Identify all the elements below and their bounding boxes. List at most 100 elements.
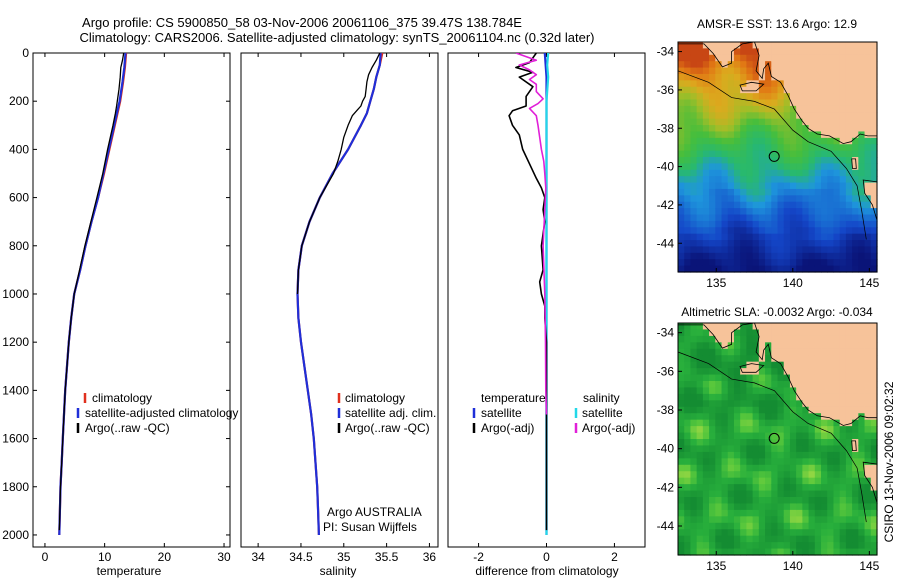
heatmap-cell [684,48,692,56]
heatmap-cell [752,542,760,550]
heatmap-cell [833,400,841,408]
heatmap-cell [789,548,797,556]
heatmap-cell [727,61,735,69]
heatmap-cell [789,329,797,337]
sla-landmass [677,322,878,523]
heatmap-cell [858,542,866,550]
heatmap-cell [845,137,853,145]
heatmap-cell [746,503,754,511]
heatmap-cell [777,348,785,356]
heatmap-cell [802,188,810,196]
heatmap-cell [740,112,748,120]
heatmap-cell [870,529,878,537]
heatmap-cell [771,188,779,196]
heatmap-cell [684,451,692,459]
heatmap-cell [821,93,828,101]
heatmap-cell [702,246,710,254]
heatmap-cell [827,233,835,241]
heatmap-cell [777,451,785,459]
pi-annotation: PI: Susan Wijffels [323,520,417,534]
heatmap-cell [696,265,704,273]
heatmap-cell [845,208,853,216]
heatmap-cell [777,220,785,228]
heatmap-cell [802,42,810,49]
heatmap-cell [870,522,878,530]
heatmap-cell [845,400,853,408]
heatmap-cell [684,67,692,75]
heatmap-cell [690,240,698,248]
heatmap-cell [684,484,692,492]
heatmap-cell [864,182,872,190]
heatmap-cell [752,381,760,389]
heatmap-cell [827,169,835,177]
heatmap-cell [702,61,710,69]
heatmap-cell [715,342,723,350]
heatmap-cell [783,214,791,222]
heatmap-cell [740,439,748,447]
heatmap-cell [845,265,853,273]
heatmap-cell [721,150,729,158]
argo-position-marker [768,432,780,444]
heatmap-cell [821,374,828,382]
heatmap-cell [783,413,791,421]
heatmap-cell [678,208,685,216]
heatmap-cell [783,54,791,62]
heatmap-cell [684,548,692,556]
heatmap-cell [864,137,872,145]
heatmap-cell [702,201,710,209]
heatmap-cell [746,522,754,530]
heatmap-cell [721,393,729,401]
heatmap-cell [852,522,859,530]
heatmap-cell [733,535,741,543]
heatmap-cell [808,387,816,395]
heatmap-cell [746,484,754,492]
heatmap-cell [733,240,741,248]
heatmap-cell [852,265,859,273]
heatmap-cell [733,118,741,126]
coastline [851,158,857,169]
heatmap-cell [727,118,735,126]
heatmap-cell [858,432,866,440]
heatmap-cell [721,451,729,459]
heatmap-cell [858,125,866,133]
heatmap-cell [690,144,698,152]
heatmap-cell [864,413,872,421]
heatmap-cell [833,355,841,363]
heatmap-cell [721,67,729,75]
heatmap-cell [678,361,685,369]
heatmap-cell [833,176,841,184]
heatmap-cell [783,201,791,209]
heatmap-cell [690,93,698,101]
heatmap-cell [808,176,816,184]
heatmap-cell [821,259,828,267]
heatmap-cell [715,48,723,56]
heatmap-cell [684,54,692,62]
heatmap-cell [858,48,866,56]
heatmap-cell [808,535,816,543]
heatmap-cell [740,464,748,472]
heatmap-cell [758,432,766,440]
heatmap-cell [740,393,748,401]
temperature-legend: climatology satellite-adjusted climatolo… [76,391,238,435]
heatmap-cell [740,233,748,241]
heatmap-cell [870,93,878,101]
coastline [677,41,878,145]
heatmap-cell [821,509,828,517]
heatmap-cell [789,355,797,363]
heatmap-cell [783,393,791,401]
heatmap-cell [814,246,822,254]
heatmap-cell [864,227,872,235]
heatmap-cell [783,509,791,517]
heatmap-cell [696,137,704,145]
heatmap-cell [678,348,685,356]
heatmap-cell [870,509,878,517]
heatmap-cell [758,42,766,49]
heatmap-cell [802,497,810,505]
heatmap-cell [833,342,841,350]
heatmap-cell [678,252,685,260]
heatmap-cell [845,99,853,107]
heatmap-cell [696,80,704,88]
heatmap-cell [752,393,760,401]
heatmap-cell [827,118,835,126]
heatmap-cell [796,227,803,235]
